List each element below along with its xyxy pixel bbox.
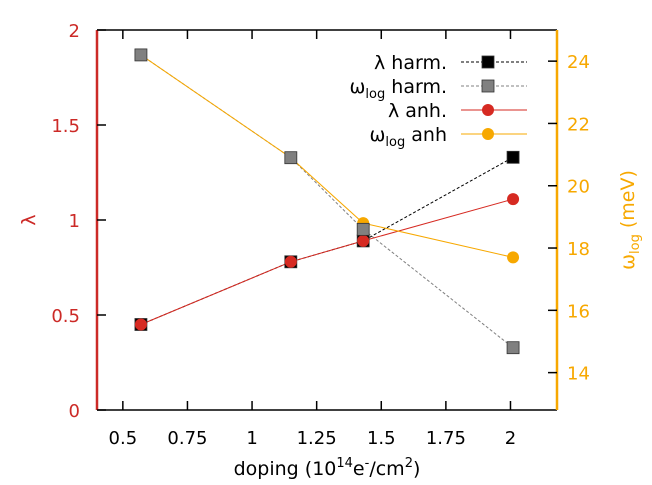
data-point-om_harm	[356, 222, 370, 236]
x-tick-label: 0.5	[109, 428, 138, 449]
y-right-tick-label: 24	[567, 52, 590, 73]
data-point-lam_harm	[506, 150, 520, 164]
x-tick-label: 1.25	[297, 428, 337, 449]
legend-label: ωlog anh	[369, 124, 447, 150]
y-left-tick-label: 1	[69, 211, 80, 232]
x-tick-label: 1.5	[367, 428, 396, 449]
y-right-tick-label: 16	[567, 301, 590, 322]
y-left-tick-label: 2	[69, 21, 80, 42]
data-point-lam_anh	[134, 318, 147, 331]
series-line-lam_harm	[140, 156, 514, 325]
y-right-tick-label: 20	[567, 177, 590, 198]
data-point-om_harm	[284, 151, 298, 165]
legend: λ harm.ωlog harm.λ anh.ωlog anh	[350, 52, 527, 150]
legend-entry-om_harm: ωlog harm.	[350, 76, 527, 102]
data-point-lam_anh	[357, 234, 370, 247]
legend-label: λ harm.	[374, 52, 447, 74]
legend-entry-lam_harm: λ harm.	[374, 52, 527, 74]
series-markers	[134, 48, 520, 355]
data-point-om_harm	[506, 341, 520, 355]
y-left-tick-label: 1.5	[51, 116, 80, 137]
y-right-tick-label: 14	[567, 364, 590, 385]
x-tick-label: 2	[505, 428, 516, 449]
x-tick-label: 1.75	[426, 428, 466, 449]
legend-marker	[481, 79, 495, 93]
legend-entry-lam_anh: λ anh.	[388, 100, 527, 122]
legend-label: λ anh.	[388, 100, 447, 122]
y-left-tick-label: 0.5	[51, 306, 80, 327]
y-right-tick-label: 22	[567, 114, 590, 135]
x-axis-title: doping (1014e-/cm2)	[234, 456, 421, 480]
y-right-axis-title: ωlog (meV)	[617, 170, 643, 270]
x-tick-label: 1	[246, 428, 257, 449]
legend-marker	[481, 55, 495, 69]
legend-marker	[482, 128, 494, 140]
axes: 0.5 0.75 1 1.25 1.5 1.75 200.511.5214161820222…	[18, 21, 643, 480]
data-point-om_harm	[134, 48, 148, 62]
legend-entry-om_anh: ωlog anh	[369, 124, 527, 150]
legend-label: ωlog harm.	[350, 76, 448, 102]
y-right-tick-label: 18	[567, 239, 590, 260]
series-lines	[140, 54, 514, 349]
y-left-tick-label: 0	[69, 401, 80, 422]
x-tick-label: 0.75	[167, 428, 207, 449]
series-line-lam_anh	[140, 198, 514, 325]
y-left-axis-title: λ	[18, 214, 40, 225]
data-point-lam_anh	[284, 255, 297, 268]
legend-marker	[482, 104, 494, 116]
data-point-lam_anh	[507, 193, 520, 206]
data-point-om_anh	[507, 251, 520, 264]
series-line-om_anh	[140, 54, 514, 258]
series-line-om_harm	[140, 54, 514, 349]
